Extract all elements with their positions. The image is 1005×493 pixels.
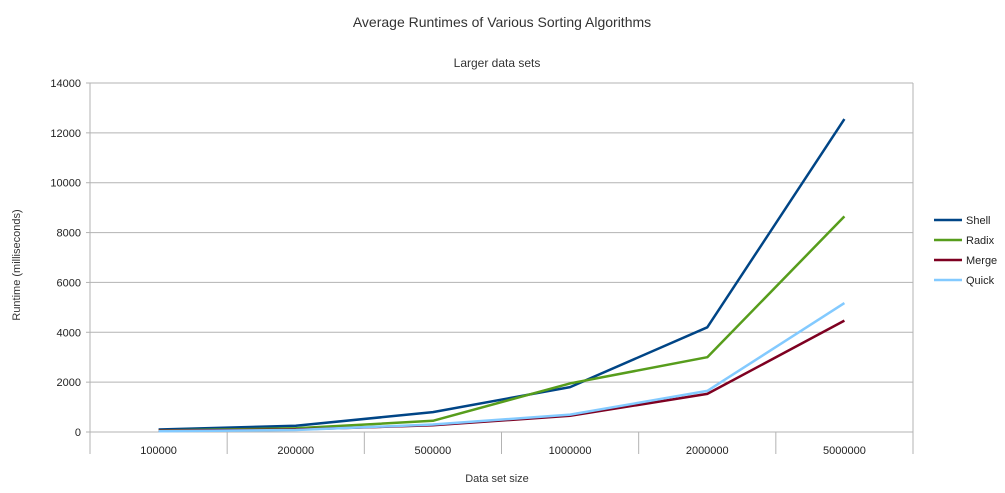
y-tick-label: 14000: [50, 78, 81, 90]
series-line-shell: [158, 118, 846, 431]
y-tick-labels: 0 2000 4000 6000 8000 10000 12000 14000: [50, 78, 81, 439]
legend-label-radix: Radix: [966, 235, 995, 247]
chart-title: Average Runtimes of Various Sorting Algo…: [353, 14, 651, 30]
x-axis-label: Data set size: [465, 473, 529, 485]
y-tick-label: 10000: [50, 178, 81, 190]
x-tick-label: 500000: [415, 445, 452, 457]
y-tick-label: 8000: [57, 228, 81, 240]
y-tick-label: 2000: [57, 377, 81, 389]
axes: [86, 82, 914, 454]
chart-subtitle: Larger data sets: [454, 56, 541, 70]
y-tick-label: 6000: [57, 277, 81, 289]
y-axis-label: Runtime (milliseconds): [11, 209, 23, 320]
y-tick-label: 0: [75, 427, 81, 439]
x-tick-label: 1000000: [549, 445, 592, 457]
x-tick-label: 5000000: [823, 445, 866, 457]
x-tick-labels: 100000 200000 500000 1000000 2000000 5000000: [140, 445, 866, 457]
x-tick-label: 200000: [277, 445, 314, 457]
legend-label-merge: Merge: [966, 255, 997, 267]
grid-lines: [90, 82, 913, 383]
series-line-merge: [158, 319, 845, 433]
x-tick-label: 2000000: [686, 445, 729, 457]
legend-label-shell: Shell: [966, 215, 990, 227]
y-tick-label: 4000: [57, 327, 81, 339]
y-tick-label: 12000: [50, 128, 81, 140]
x-tick-label: 100000: [140, 445, 177, 457]
series-line-quick: [158, 302, 846, 433]
legend: Shell Radix Merge Quick: [934, 215, 997, 287]
series-lines: [158, 118, 846, 433]
legend-label-quick: Quick: [966, 275, 995, 287]
